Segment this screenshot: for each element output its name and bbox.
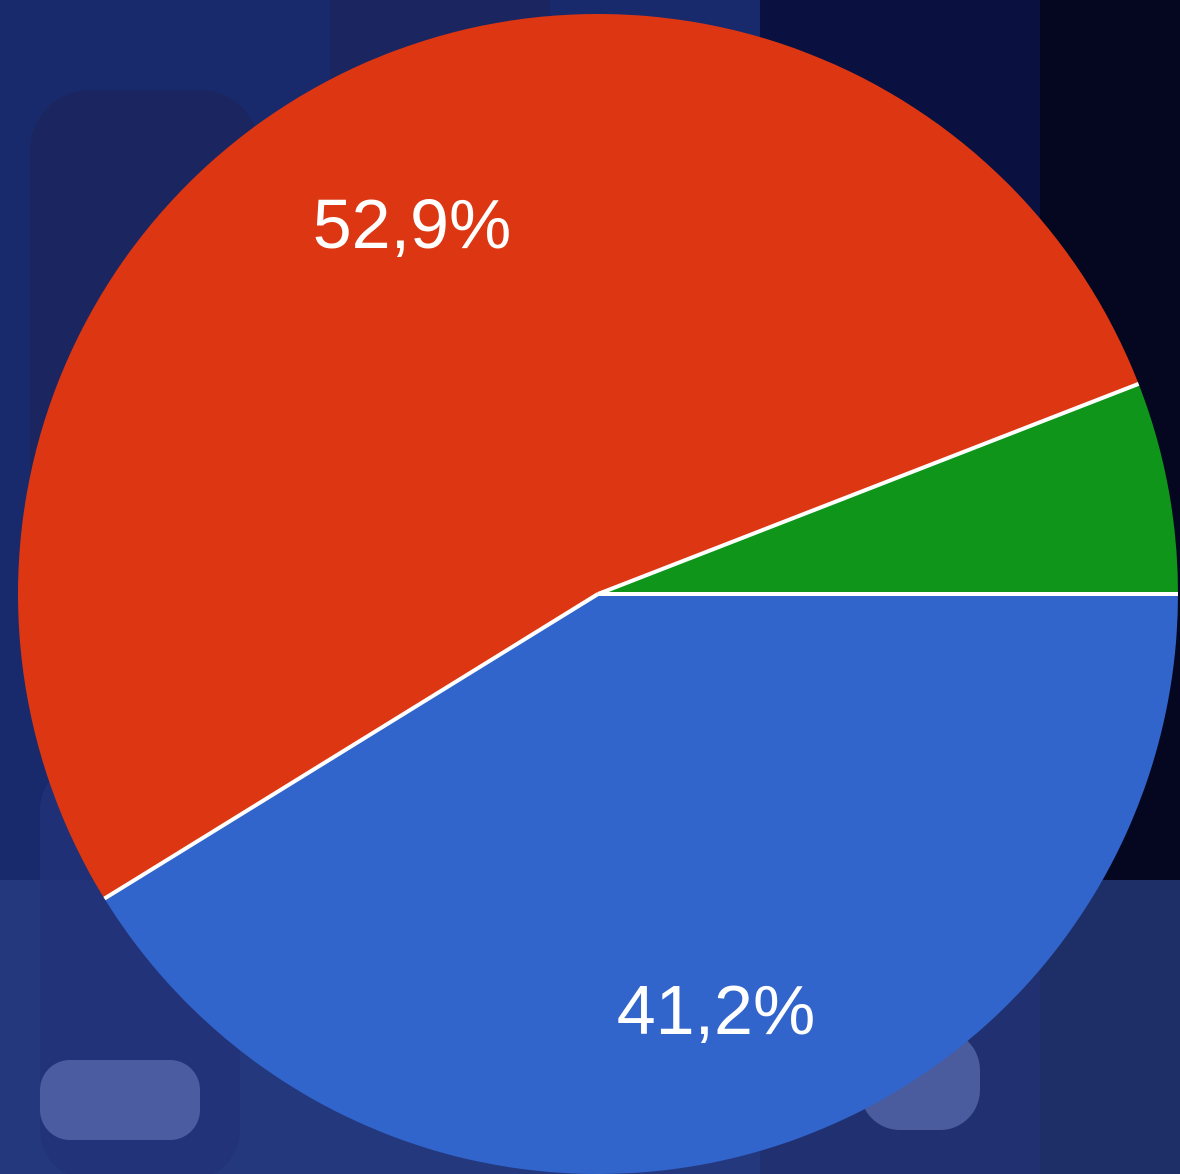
- slice-label-red: 52,9%: [313, 185, 511, 263]
- slice-separators: [103, 382, 1178, 901]
- slice-red: [17, 13, 1139, 899]
- slice-green: [598, 383, 1178, 594]
- pie-slices: [17, 13, 1178, 1174]
- slice-labels: 52,9% 41,2%: [313, 185, 815, 1049]
- slice-label-blue: 41,2%: [617, 971, 815, 1049]
- slice-blue: [104, 594, 1178, 1174]
- slice-separator: [103, 592, 600, 901]
- slice-separator: [597, 382, 1140, 596]
